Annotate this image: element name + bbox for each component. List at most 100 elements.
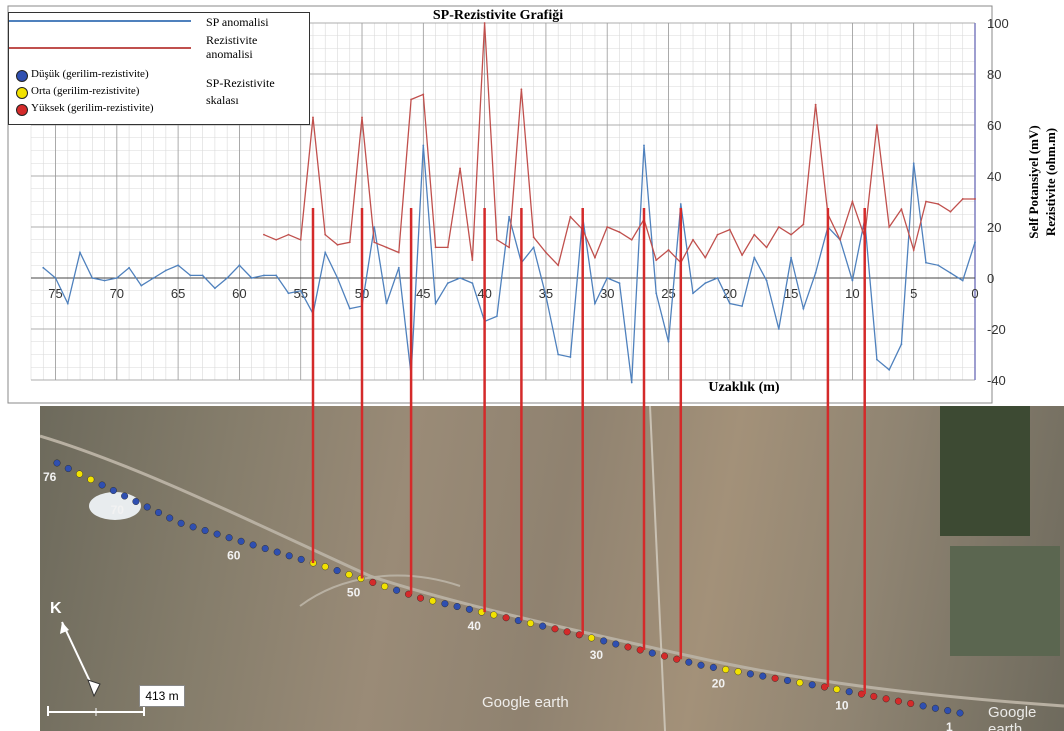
station-label: 30 (590, 648, 604, 662)
data-point (912, 249, 915, 251)
data-point (545, 294, 547, 297)
data-point (569, 356, 572, 358)
google-earth-watermark-1: Google earth (482, 694, 569, 711)
data-point (851, 200, 854, 203)
data-point (753, 256, 756, 259)
station-label: 70 (111, 503, 125, 517)
data-point (152, 277, 155, 279)
data-point (790, 256, 793, 259)
y-tick-label: -20 (987, 322, 1006, 337)
station-dot (381, 582, 389, 590)
station-dot (882, 695, 890, 703)
y-tick-label: 20 (987, 220, 1001, 235)
data-point (532, 236, 535, 239)
data-point (348, 307, 351, 310)
data-point (79, 251, 81, 254)
station-dot (98, 481, 106, 489)
station-dot (784, 677, 792, 685)
legend-low-dot (16, 70, 28, 82)
data-point (336, 277, 339, 279)
data-point (508, 246, 511, 249)
data-point (569, 215, 572, 218)
station-dot (285, 552, 293, 560)
station-dot (612, 640, 620, 648)
data-point (189, 274, 192, 277)
field-patch (940, 406, 1030, 536)
data-point (103, 279, 106, 282)
data-point (434, 246, 437, 249)
data-point (213, 287, 216, 290)
data-point (532, 246, 535, 249)
legend-high-label: Yüksek (gerilim-rezistivite) (31, 102, 154, 114)
data-point (373, 226, 376, 228)
data-point (900, 343, 903, 346)
station-dot (600, 637, 608, 645)
legend-low-label: Düşük (gerilim-rezistivite) (31, 68, 149, 80)
station-dot (624, 643, 632, 651)
data-point (508, 215, 511, 218)
station-label: 1 (946, 720, 953, 731)
data-point (728, 302, 731, 305)
station-dot (944, 707, 952, 715)
data-point (495, 315, 498, 318)
data-point (925, 261, 927, 264)
station-dot (734, 668, 742, 676)
data-point (937, 264, 940, 267)
satellite-map: Google earth Google earth (40, 406, 1064, 731)
station-dot (931, 704, 939, 712)
data-point (630, 238, 633, 241)
y-tick-label: 40 (987, 169, 1001, 184)
data-point (741, 254, 743, 256)
data-point (765, 279, 768, 282)
legend-rez-label-1: Rezistivite (206, 33, 258, 47)
station-dot (441, 600, 449, 608)
data-point (692, 238, 694, 241)
data-point (250, 277, 253, 279)
station-dot (333, 567, 341, 575)
data-point (446, 246, 449, 249)
series (42, 22, 976, 384)
data-point (655, 292, 658, 295)
data-point (471, 259, 474, 262)
data-point (164, 269, 167, 272)
data-point (716, 233, 719, 236)
data-point (667, 340, 670, 343)
data-point (974, 241, 976, 244)
data-point (925, 200, 927, 203)
station-dot (75, 470, 83, 478)
data-point (459, 167, 461, 170)
data-point (814, 103, 817, 106)
data-point (692, 292, 694, 295)
data-point (765, 246, 768, 249)
data-point (238, 264, 241, 267)
data-point (545, 251, 547, 254)
data-point (495, 238, 498, 241)
station-dot (166, 514, 174, 522)
data-point (961, 198, 964, 200)
station-dot (661, 652, 669, 660)
data-point (888, 226, 891, 228)
station-label: 10 (835, 699, 849, 713)
y-tick-label: 60 (987, 118, 1001, 133)
data-point (937, 203, 940, 205)
reservoir-shape (89, 492, 141, 520)
chart-title: SP-Rezistivite Grafiği (433, 8, 563, 23)
legend-high-dot (16, 104, 28, 116)
data-point (949, 272, 952, 274)
station-dot (551, 625, 559, 633)
station-dot (249, 541, 257, 549)
data-point (471, 282, 474, 284)
y-axis-label-line1: Self Potansiyel (mV) (1026, 125, 1041, 238)
x-axis-label: Uzaklık (m) (708, 380, 780, 395)
data-point (42, 266, 45, 269)
station-dot (833, 685, 841, 693)
north-label: K (50, 600, 62, 617)
data-point (814, 272, 817, 274)
station-dot (845, 688, 853, 696)
data-point (777, 328, 780, 330)
station-dot (143, 503, 151, 511)
data-point (459, 277, 461, 279)
station-dot (919, 702, 927, 710)
station-dot (417, 594, 425, 602)
